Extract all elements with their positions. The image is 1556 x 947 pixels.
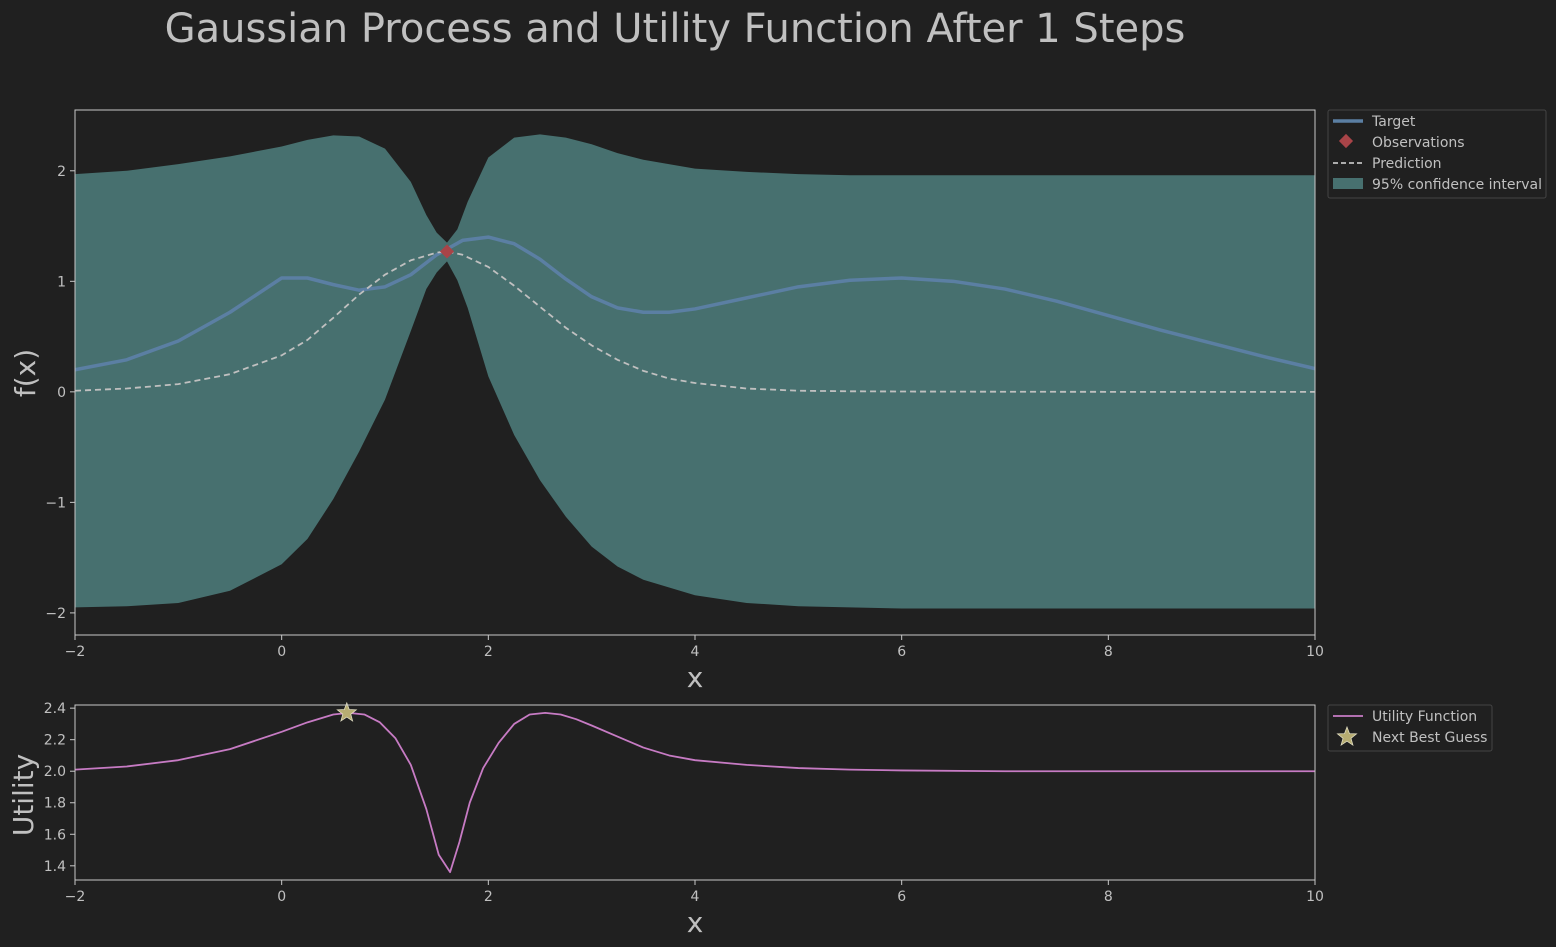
legend-target-label: Target — [1371, 114, 1416, 130]
utility-y-axis-label: Utility — [7, 754, 40, 836]
y-tick-label: 1.6 — [44, 827, 66, 843]
gp-x-axis-label: x — [687, 661, 704, 694]
gp-lines-layer — [74, 235, 1316, 393]
x-tick-label: 10 — [1306, 889, 1324, 905]
y-tick-label: 2.4 — [44, 701, 66, 717]
chart-title: Gaussian Process and Utility Function Af… — [165, 6, 1186, 52]
legend-utility-label: Utility Function — [1372, 709, 1477, 725]
x-tick-label: 2 — [484, 644, 493, 660]
utility-lines-layer — [74, 711, 1315, 874]
gp-y-ticks: −2 −1 0 1 2 — [45, 164, 75, 622]
y-tick-label: −1 — [45, 495, 66, 511]
confidence-interval-band — [75, 134, 1315, 609]
x-tick-label: −2 — [65, 889, 86, 905]
y-tick-label: 2.0 — [44, 764, 66, 780]
legend-next-best-label: Next Best Guess — [1372, 730, 1487, 746]
utility-x-ticks: −2 0 2 4 6 8 10 — [65, 880, 1324, 905]
y-tick-label: 1.4 — [44, 859, 66, 875]
gp-panel: −2 0 2 4 6 8 10 −2 −1 0 1 2 x f(x) Target Observat… — [9, 109, 1547, 694]
prediction-line — [74, 250, 1315, 393]
utility-line — [74, 711, 1315, 874]
next-best-layer — [336, 701, 358, 722]
legend-confidence-label: 95% confidence interval — [1372, 177, 1542, 193]
y-tick-label: 1.8 — [44, 796, 66, 812]
x-tick-label: 0 — [277, 644, 286, 660]
observations-layer — [439, 244, 455, 259]
target-line — [74, 235, 1316, 372]
x-tick-label: −2 — [65, 644, 86, 660]
legend-confidence-swatch — [1333, 178, 1363, 189]
x-tick-label: 4 — [691, 644, 700, 660]
x-tick-label: 8 — [1104, 644, 1113, 660]
legend-next-best-swatch — [1336, 725, 1358, 747]
legend-prediction-label: Prediction — [1372, 156, 1442, 172]
x-tick-label: 0 — [277, 889, 286, 905]
legend-observations-swatch — [1338, 133, 1354, 149]
utility-legend-box — [1327, 704, 1493, 752]
utility-panel: −2 0 2 4 6 8 10 1.4 1.6 1.8 2.0 2.2 2.4 x Utility U… — [7, 701, 1493, 939]
next-best-guess-star — [336, 701, 358, 722]
x-tick-label: 8 — [1104, 889, 1113, 905]
confidence-band-layer — [75, 134, 1315, 609]
y-tick-label: 2.2 — [44, 733, 66, 749]
gp-legend: Target Observations Prediction 95% confi… — [1327, 109, 1547, 199]
x-tick-label: 6 — [897, 644, 906, 660]
x-tick-label: 4 — [691, 889, 700, 905]
gp-legend-box — [1327, 109, 1547, 199]
utility-y-ticks: 1.4 1.6 1.8 2.0 2.2 2.4 — [44, 701, 75, 875]
gp-x-ticks: −2 0 2 4 6 8 10 — [65, 635, 1324, 660]
y-tick-label: 2 — [57, 164, 66, 180]
utility-legend: Utility Function Next Best Guess — [1327, 704, 1493, 752]
x-tick-label: 10 — [1306, 644, 1324, 660]
utility-plot-frame — [74, 704, 1316, 881]
x-tick-label: 2 — [484, 889, 493, 905]
observation-point — [439, 244, 455, 259]
y-tick-label: 1 — [57, 274, 66, 290]
legend-observations-label: Observations — [1372, 135, 1465, 151]
y-tick-label: −2 — [45, 606, 66, 622]
y-tick-label: 0 — [57, 385, 66, 401]
utility-x-axis-label: x — [687, 906, 704, 939]
x-tick-label: 6 — [897, 889, 906, 905]
gp-y-axis-label: f(x) — [9, 349, 42, 397]
